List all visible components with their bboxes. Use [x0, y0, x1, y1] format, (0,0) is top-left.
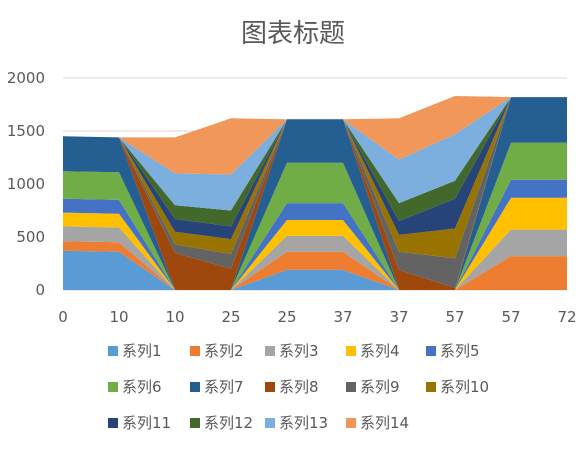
legend-swatch: [108, 418, 118, 428]
x-tick-label: 25: [277, 308, 296, 326]
legend-label: 系列7: [204, 378, 244, 396]
legend-item: 系列4: [346, 342, 400, 360]
legend-swatch: [190, 382, 200, 392]
legend-swatch: [426, 382, 436, 392]
legend-label: 系列14: [360, 414, 409, 432]
area-series-7: [63, 97, 567, 290]
legend-item: 系列3: [265, 342, 319, 360]
legend-item: 系列5: [426, 342, 480, 360]
y-tick-label: 1500: [7, 122, 45, 140]
legend-swatch: [265, 418, 275, 428]
legend-label: 系列3: [279, 342, 319, 360]
legend: 系列1 系列2 系列3 系列4 系列5 系列6 系列7 系列8 系列9 系列10 系列11 系列12 系…: [108, 342, 489, 432]
legend-swatch: [190, 418, 200, 428]
legend-item: 系列7: [190, 378, 244, 396]
legend-swatch: [346, 418, 356, 428]
legend-item: 系列14: [346, 414, 409, 432]
legend-item: 系列10: [426, 378, 489, 396]
plot-area: [63, 96, 567, 290]
legend-label: 系列11: [122, 414, 171, 432]
area-series-6: [63, 142, 567, 290]
legend-swatch: [108, 382, 118, 392]
legend-label: 系列12: [204, 414, 253, 432]
area-series-12: [63, 97, 567, 227]
legend-swatch: [265, 382, 275, 392]
legend-label: 系列1: [122, 342, 162, 360]
legend-item: 系列9: [346, 378, 400, 396]
legend-label: 系列5: [440, 342, 480, 360]
legend-label: 系列2: [204, 342, 244, 360]
area-series-13: [63, 97, 567, 211]
legend-label: 系列8: [279, 378, 319, 396]
x-tick-label: 57: [445, 308, 464, 326]
area-series-1: [63, 250, 567, 290]
x-tick-label: 25: [221, 308, 240, 326]
legend-item: 系列2: [190, 342, 244, 360]
area-series-14: [63, 96, 567, 175]
x-tick-label: 57: [501, 308, 520, 326]
y-tick-label: 500: [16, 228, 45, 246]
area-series-4: [63, 197, 567, 290]
legend-item: 系列11: [108, 414, 171, 432]
legend-item: 系列12: [190, 414, 253, 432]
x-tick-label: 37: [333, 308, 352, 326]
legend-item: 系列8: [265, 378, 319, 396]
x-axis: 0 10 10 25 25 37 37 57 57 72: [58, 308, 576, 326]
legend-label: 系列10: [440, 378, 489, 396]
legend-label: 系列6: [122, 378, 162, 396]
x-tick-label: 10: [109, 308, 128, 326]
area-series-3: [63, 226, 567, 290]
legend-label: 系列13: [279, 414, 328, 432]
x-tick-label: 72: [557, 308, 576, 326]
legend-swatch: [265, 346, 275, 356]
legend-item: 系列6: [108, 378, 162, 396]
y-axis: 0 500 1000 1500 2000: [7, 69, 45, 299]
x-tick-label: 0: [58, 308, 68, 326]
chart-title: 图表标题: [241, 19, 345, 49]
y-tick-label: 1000: [7, 175, 45, 193]
legend-item: 系列1: [108, 342, 162, 360]
legend-swatch: [190, 346, 200, 356]
legend-swatch: [108, 346, 118, 356]
x-tick-label: 10: [165, 308, 184, 326]
legend-swatch: [346, 382, 356, 392]
legend-swatch: [346, 346, 356, 356]
y-tick-label: 2000: [7, 69, 45, 87]
legend-label: 系列9: [360, 378, 400, 396]
area-series-5: [63, 179, 567, 290]
y-tick-label: 0: [35, 281, 45, 299]
area-series-2: [63, 241, 567, 290]
legend-item: 系列13: [265, 414, 328, 432]
x-tick-label: 37: [389, 308, 408, 326]
legend-swatch: [426, 346, 436, 356]
legend-label: 系列4: [360, 342, 400, 360]
